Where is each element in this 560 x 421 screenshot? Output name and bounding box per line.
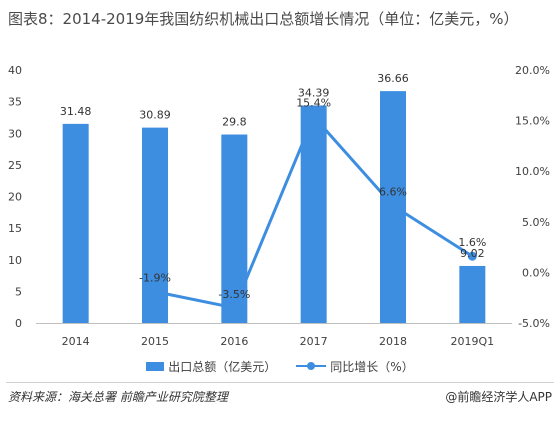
line-value-label: 15.4% — [296, 97, 331, 110]
right-axis-tick-label: 0.0% — [522, 266, 550, 279]
x-axis-tick-label: 2015 — [141, 335, 169, 348]
bar-value-label: 29.8 — [222, 116, 247, 129]
line-series — [150, 112, 477, 313]
bar — [300, 105, 327, 324]
x-axis-tick-label: 2016 — [220, 335, 248, 348]
left-axis-tick-label: 40 — [8, 64, 22, 77]
x-axis-tick-label: 2018 — [379, 335, 407, 348]
legend-bar-label: 出口总额（亿美元） — [168, 359, 277, 374]
line-point — [229, 303, 239, 313]
legend-item-bar: 出口总额（亿美元） — [146, 358, 276, 375]
right-axis-tick-label: 5.0% — [522, 216, 550, 229]
right-axis-tick-label: 10.0% — [515, 165, 550, 178]
line-point — [309, 112, 319, 122]
x-axis-tick-label: 2014 — [62, 335, 90, 348]
chart-title: 图表8：2014-2019年我国纺织机械出口总额增长情况（单位：亿美元，%） — [8, 10, 519, 28]
x-axis-tick-label: 2017 — [300, 335, 328, 348]
left-axis-tick-label: 20 — [8, 191, 22, 204]
legend: 出口总额（亿美元） 同比增长（%） — [0, 354, 560, 378]
left-axis-tick-label: 25 — [8, 159, 22, 172]
bar — [459, 265, 486, 323]
bar-value-label: 9.02 — [460, 247, 485, 260]
left-axis-tick-label: 10 — [8, 254, 22, 267]
right-y-axis: -5.0% 0.0% 5.0% 10.0% 15.0% 20.0% — [515, 64, 550, 330]
bar-value-label: 30.89 — [139, 109, 171, 122]
line-value-label: 6.6% — [379, 186, 407, 199]
bar — [62, 123, 89, 323]
line-point — [467, 251, 477, 261]
bar-value-label: 34.39 — [298, 86, 330, 99]
left-axis-tick-label: 5 — [15, 285, 22, 298]
bar-value-label: 31.48 — [60, 105, 92, 118]
legend-item-line: 同比增长（%） — [296, 358, 414, 375]
right-axis-tick-label: 20.0% — [515, 64, 550, 77]
right-axis-tick-label: 15.0% — [515, 115, 550, 128]
left-axis-tick-label: 0 — [15, 317, 22, 330]
line-value-label: 1.6% — [458, 236, 486, 249]
left-axis-tick-label: 30 — [8, 127, 22, 140]
legend-line-swatch — [296, 361, 327, 371]
x-axis-tick-labels: 2014 2015 2016 2017 2018 2019Q1 — [62, 335, 494, 348]
right-axis-tick-label: -5.0% — [518, 317, 550, 330]
brand-credit: @前瞻经济学人APP — [445, 390, 552, 404]
left-axis-tick-label: 35 — [8, 96, 22, 109]
line-value-label: -1.9% — [139, 272, 171, 285]
data-labels: 31.48 30.89 29.8 34.39 36.66 9.02 -1.9% -3.5% 15… — [60, 72, 486, 301]
line-point — [388, 201, 398, 211]
bar — [221, 134, 248, 323]
legend-line-label: 同比增长（%） — [330, 359, 414, 374]
left-axis-tick-label: 15 — [8, 222, 22, 235]
left-y-axis: 0 5 10 15 20 25 30 35 40 — [8, 64, 22, 330]
line-value-label: -3.5% — [218, 288, 250, 301]
legend-bar-swatch — [146, 361, 165, 371]
bar-value-label: 36.66 — [377, 72, 409, 85]
x-axis-tick-label: 2019Q1 — [451, 335, 495, 348]
line-point — [150, 287, 160, 297]
footer-divider — [6, 382, 554, 383]
source-note: 资料来源：海关总署 前瞻产业研究院整理 — [8, 390, 228, 404]
bar-series — [62, 91, 486, 324]
